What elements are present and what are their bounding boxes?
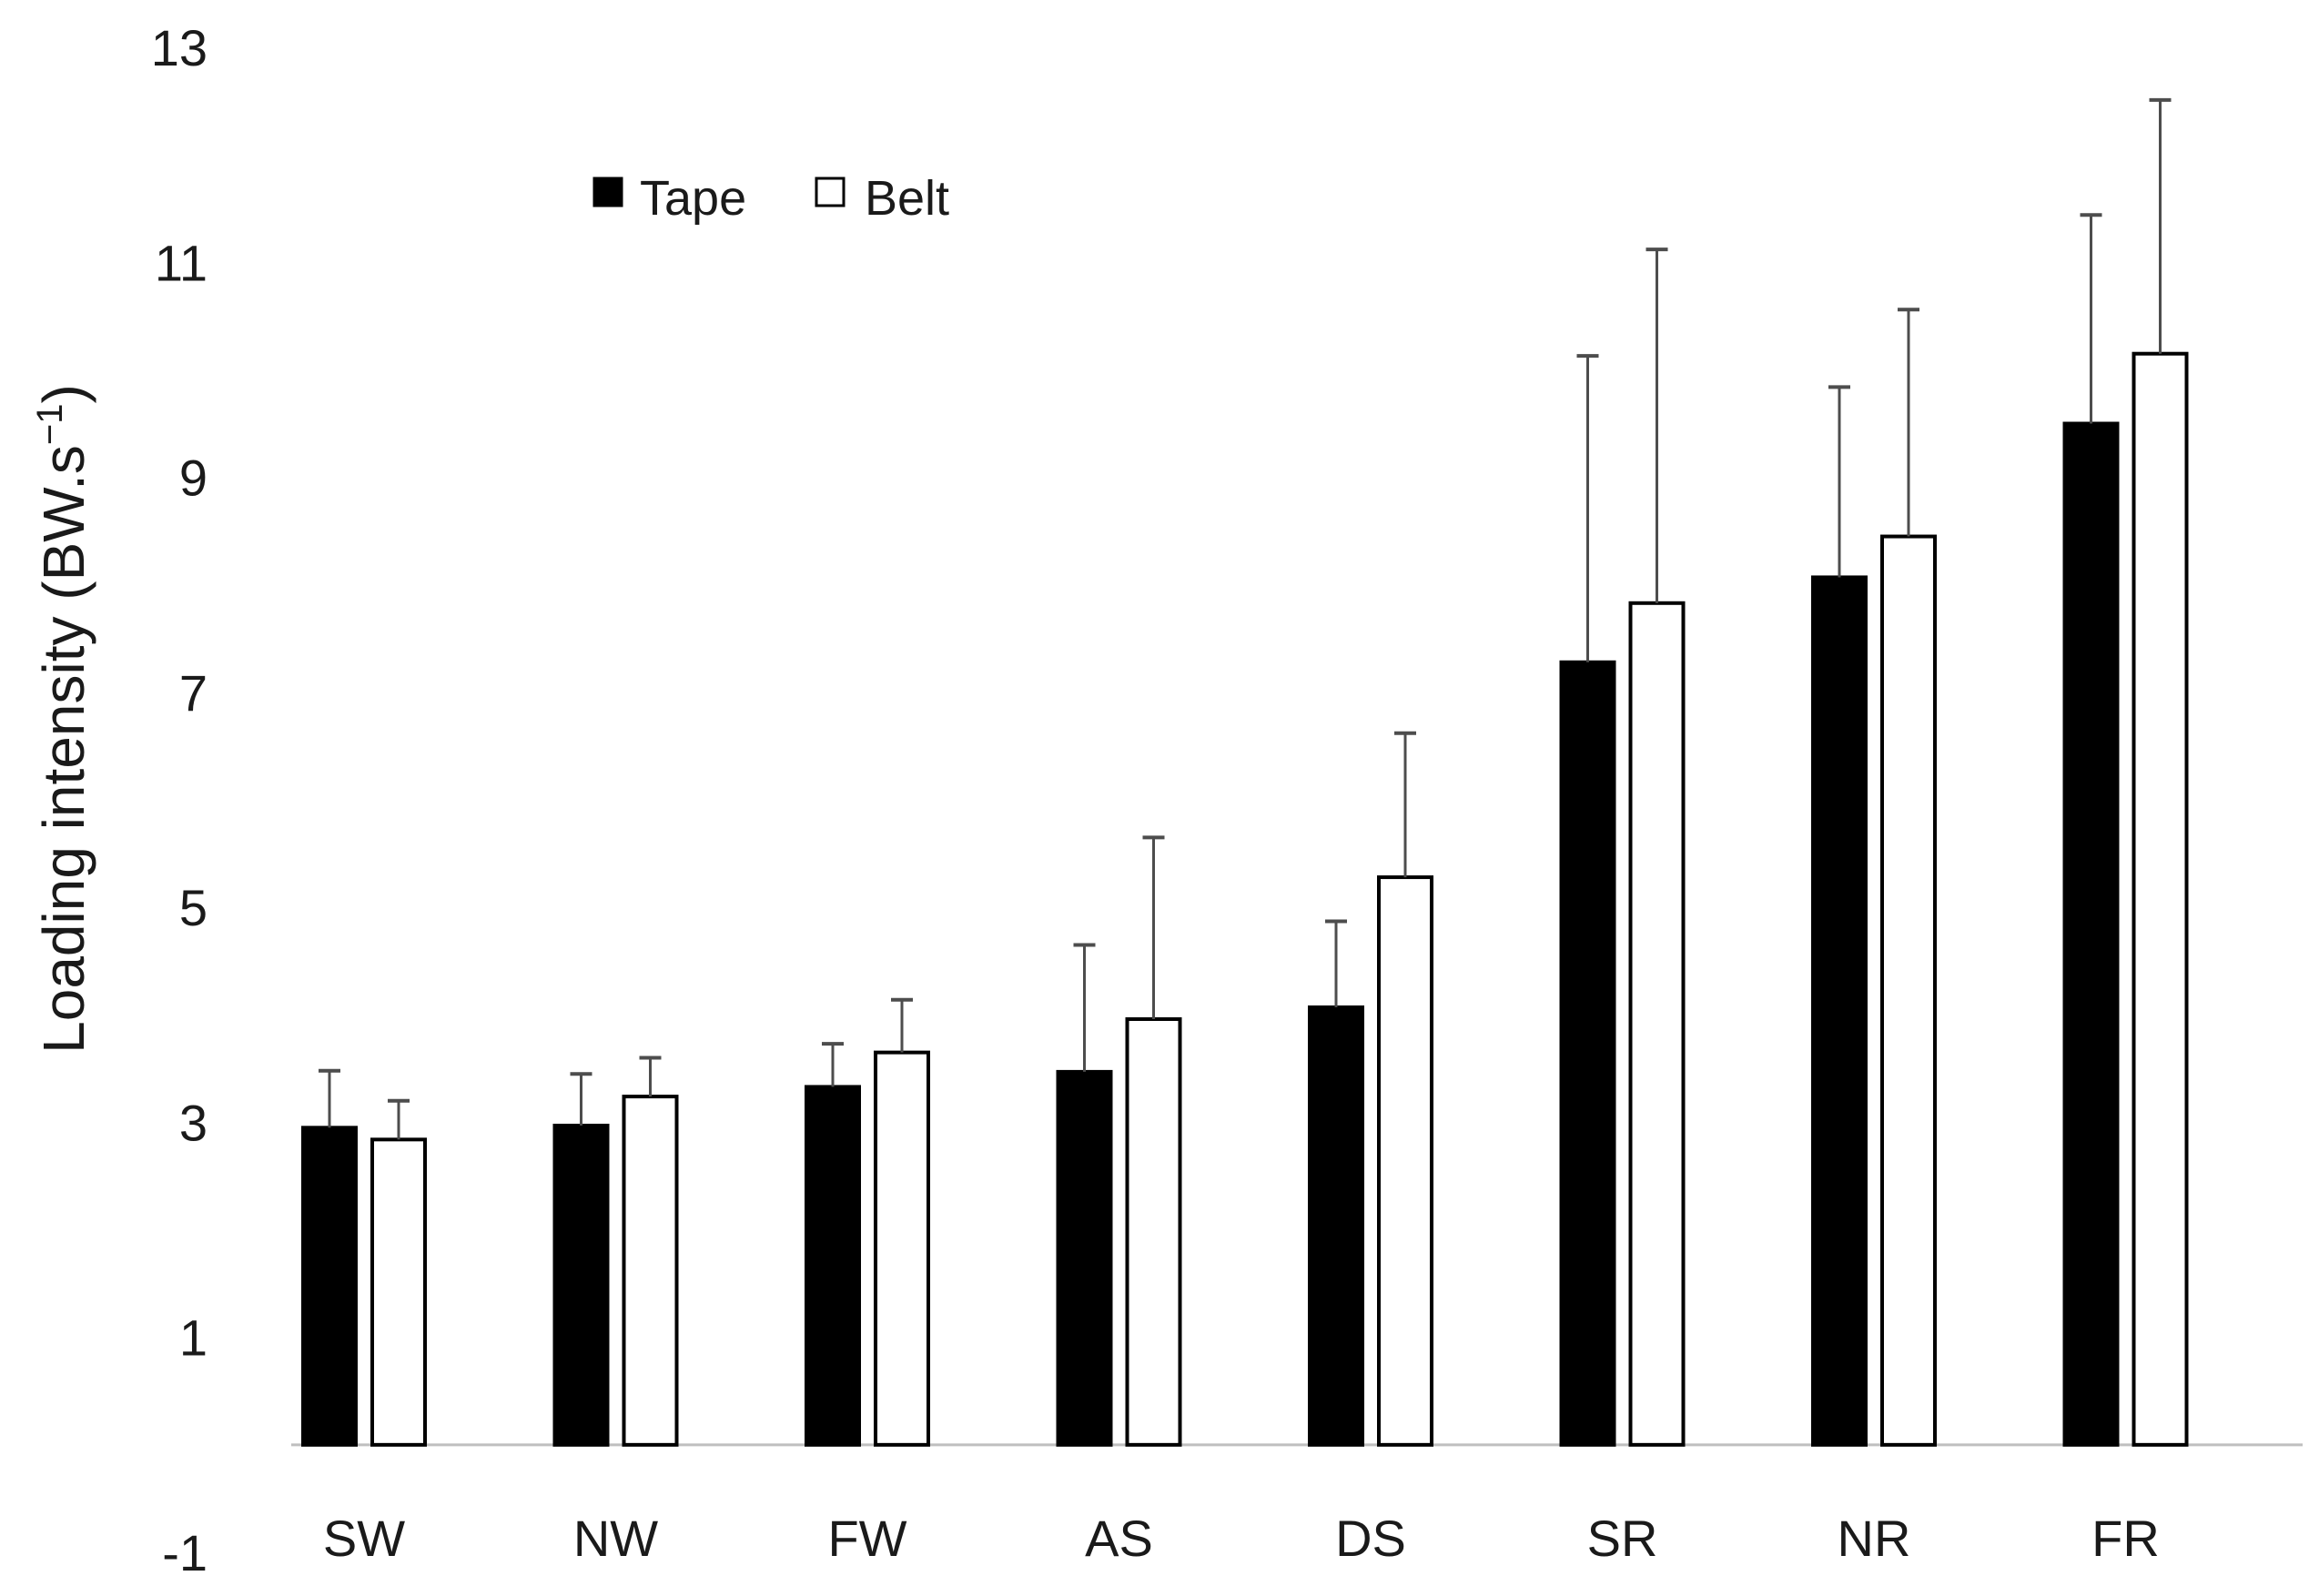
bar-belt-fr: [2132, 351, 2189, 1447]
bar-tape-fr: [2062, 421, 2120, 1447]
y-tick-label: 11: [155, 234, 208, 291]
error-bar-tape-nw: [570, 1072, 592, 1126]
bar-tape-nw: [552, 1123, 610, 1447]
bar-tape-as: [1056, 1069, 1113, 1447]
error-bar-belt-nw: [639, 1056, 662, 1097]
y-tick-label: 9: [179, 450, 208, 507]
x-category-label: SR: [1587, 1510, 1658, 1567]
category-labels: SW NW FW AS DS SR NR FR: [323, 1510, 2160, 1567]
bar-tape-fw: [805, 1085, 861, 1447]
legend: Tape Belt: [592, 171, 949, 226]
error-bar-tape-nr: [1828, 385, 1850, 578]
error-bar-belt-sr: [1646, 247, 1668, 603]
bar-belt-nw: [622, 1095, 679, 1447]
legend-label-tape: Tape: [640, 171, 746, 226]
bar-belt-ds: [1377, 875, 1433, 1447]
x-category-label: NR: [1838, 1510, 1911, 1567]
y-axis-title-superscript: −1: [30, 403, 70, 445]
x-category-label: DS: [1335, 1510, 1406, 1567]
error-bar-belt-fr: [2149, 97, 2172, 354]
error-bar-belt-nr: [1898, 308, 1919, 537]
error-bar-tape-as: [1073, 943, 1096, 1072]
bar-belt-as: [1125, 1017, 1182, 1447]
error-bar-tape-fw: [822, 1042, 844, 1087]
error-bar-belt-as: [1142, 835, 1165, 1020]
bar-belt-sr: [1628, 601, 1686, 1447]
error-bar-tape-sr: [1576, 354, 1599, 662]
bar-tape-ds: [1308, 1005, 1364, 1447]
y-tick-label: 13: [151, 19, 208, 76]
x-category-label: AS: [1085, 1510, 1153, 1567]
y-axis-title: Loading intensity (BW.s−1): [30, 384, 96, 1054]
error-bar-tape-fr: [2080, 213, 2102, 424]
error-bar-tape-ds: [1325, 919, 1347, 1008]
legend-label-belt: Belt: [865, 171, 949, 226]
y-tick-label: 1: [179, 1309, 208, 1367]
bar-belt-fw: [874, 1050, 930, 1447]
error-bars: [319, 97, 2172, 1140]
error-bar-belt-fw: [891, 997, 913, 1053]
bar-belt-nr: [1880, 534, 1937, 1447]
y-tick-label: 7: [179, 664, 208, 722]
bar-tape-nr: [1811, 575, 1868, 1447]
x-category-label: FW: [827, 1510, 906, 1567]
y-tick-label: 5: [179, 879, 208, 936]
x-category-label: FR: [2091, 1510, 2160, 1567]
bar-tape-sr: [1559, 660, 1616, 1447]
y-tick-label: 3: [179, 1094, 208, 1151]
error-bar-belt-sw: [388, 1098, 410, 1140]
error-bar-belt-ds: [1394, 731, 1416, 878]
bar-belt-sw: [370, 1137, 427, 1447]
bar-tape-sw: [301, 1126, 358, 1447]
error-bar-tape-sw: [319, 1068, 340, 1128]
x-category-label: NW: [573, 1510, 658, 1567]
bars: [301, 351, 2189, 1447]
legend-swatch-belt: [815, 177, 846, 207]
y-axis-title-close: ): [31, 384, 96, 403]
y-tick-label: -1: [162, 1524, 208, 1581]
x-category-label: SW: [323, 1510, 405, 1567]
legend-swatch-tape: [592, 177, 623, 207]
